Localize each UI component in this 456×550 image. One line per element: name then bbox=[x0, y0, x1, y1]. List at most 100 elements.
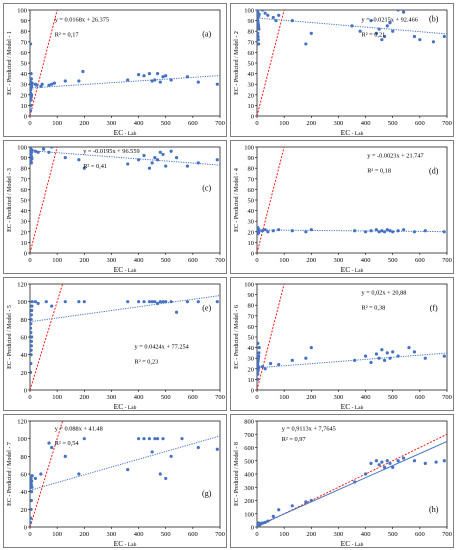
panel-label: (e) bbox=[202, 303, 211, 312]
y-tick-label: 70 bbox=[248, 39, 255, 46]
data-point bbox=[268, 361, 273, 366]
data-point bbox=[434, 460, 438, 464]
data-point bbox=[150, 300, 154, 304]
data-point bbox=[30, 476, 33, 481]
x-tick-label: 0 bbox=[28, 531, 31, 538]
plot-area bbox=[257, 10, 447, 116]
data-point bbox=[30, 498, 33, 503]
trend-line bbox=[257, 229, 447, 233]
x-tick-label: 100 bbox=[52, 394, 62, 401]
data-point bbox=[30, 370, 33, 374]
data-point bbox=[257, 229, 261, 233]
y-axis-label: EC - Predicted / Model - 6 bbox=[234, 305, 240, 369]
data-point bbox=[30, 300, 34, 304]
data-point bbox=[35, 83, 39, 87]
plot-area bbox=[30, 147, 220, 253]
data-point bbox=[161, 300, 165, 304]
data-point bbox=[30, 326, 33, 330]
y-tick-label: 90 bbox=[248, 18, 255, 25]
y-tick-label: 40 bbox=[248, 345, 255, 352]
data-point bbox=[260, 521, 265, 525]
data-point bbox=[271, 514, 275, 518]
x-tick-label: 500 bbox=[161, 257, 171, 264]
identity-line bbox=[257, 147, 285, 253]
y-tick-label: 60 bbox=[248, 50, 255, 57]
y-tick-label: 0 bbox=[24, 114, 27, 121]
data-point bbox=[30, 103, 33, 107]
y-tick-label: 80 bbox=[21, 454, 28, 461]
data-point bbox=[47, 83, 51, 87]
plot-area bbox=[257, 284, 447, 390]
chart-svg: 0 10 20 30 40 50 60 70 80 90 100 0 100 200 300 400 500 60… bbox=[7, 8, 225, 137]
data-point bbox=[47, 441, 51, 445]
data-point bbox=[155, 72, 160, 76]
y-tick-label: 10 bbox=[248, 103, 255, 110]
x-tick-label: 300 bbox=[107, 531, 117, 538]
data-point bbox=[33, 300, 38, 304]
x-tick-label: 600 bbox=[415, 531, 425, 538]
y-tick-label: 40 bbox=[21, 208, 28, 215]
y-tick-label: 120 bbox=[17, 419, 27, 426]
x-tick-label: 200 bbox=[306, 120, 316, 127]
trend-line bbox=[257, 17, 447, 35]
y-tick-label: 80 bbox=[248, 29, 255, 36]
data-point bbox=[30, 339, 33, 344]
x-tick-label: 200 bbox=[306, 531, 316, 538]
data-point bbox=[136, 73, 141, 77]
data-point bbox=[30, 485, 34, 489]
x-tick-label: 100 bbox=[52, 531, 62, 538]
data-point bbox=[153, 437, 157, 441]
data-point bbox=[257, 27, 261, 31]
x-tick-label: 0 bbox=[255, 394, 258, 401]
data-point bbox=[63, 300, 67, 304]
x-tick-label: 500 bbox=[388, 394, 398, 401]
data-point bbox=[266, 519, 270, 523]
data-point bbox=[164, 300, 168, 304]
x-axis-label: EC - Lab bbox=[114, 265, 137, 274]
data-point bbox=[350, 24, 354, 28]
data-point bbox=[136, 300, 141, 304]
data-point bbox=[142, 300, 146, 304]
data-point bbox=[196, 80, 200, 84]
y-tick-label: 10 bbox=[21, 103, 28, 110]
y-tick-label: 700 bbox=[244, 432, 254, 439]
data-point bbox=[396, 354, 400, 358]
data-point bbox=[126, 78, 130, 82]
x-tick-label: 400 bbox=[361, 120, 371, 127]
data-point bbox=[81, 69, 85, 74]
identity-line bbox=[30, 421, 64, 527]
data-point bbox=[382, 358, 387, 362]
x-tick-label: 0 bbox=[255, 120, 258, 127]
plot-area bbox=[257, 433, 447, 527]
x-tick-label: 500 bbox=[388, 531, 398, 538]
y-tick-label: 50 bbox=[248, 61, 255, 68]
data-point bbox=[396, 459, 400, 463]
data-point bbox=[442, 34, 446, 39]
data-point bbox=[363, 230, 368, 234]
equation-label: y = 0.088x + 41.48 bbox=[55, 425, 103, 432]
y-tick-label: 0 bbox=[251, 388, 254, 395]
data-point bbox=[30, 109, 33, 113]
y-axis-label: EC - Predicted / Model - 7 bbox=[7, 442, 13, 506]
x-tick-label: 700 bbox=[442, 394, 452, 401]
data-point bbox=[50, 82, 54, 86]
data-point bbox=[147, 166, 152, 170]
y-tick-label: 50 bbox=[248, 335, 255, 342]
data-point bbox=[353, 358, 357, 362]
data-point bbox=[50, 445, 54, 450]
y-tick-label: 400 bbox=[244, 472, 254, 479]
chart-svg: 0 10 20 30 40 50 60 70 80 90 100 0 100 200 300 400 500 60… bbox=[234, 145, 452, 274]
y-tick-label: 10 bbox=[21, 240, 28, 247]
data-point bbox=[412, 350, 417, 354]
y-tick-label: 20 bbox=[21, 92, 28, 99]
data-point bbox=[407, 346, 411, 350]
data-point bbox=[30, 77, 33, 81]
data-point bbox=[215, 300, 219, 304]
y-tick-label: 30 bbox=[248, 82, 255, 89]
data-point bbox=[150, 79, 154, 83]
y-tick-label: 10 bbox=[248, 377, 255, 384]
x-tick-label: 600 bbox=[415, 257, 425, 264]
x-axis-label: EC - Lab bbox=[341, 265, 364, 274]
y-tick-label: 90 bbox=[21, 18, 28, 25]
y-tick-label: 100 bbox=[17, 145, 27, 152]
